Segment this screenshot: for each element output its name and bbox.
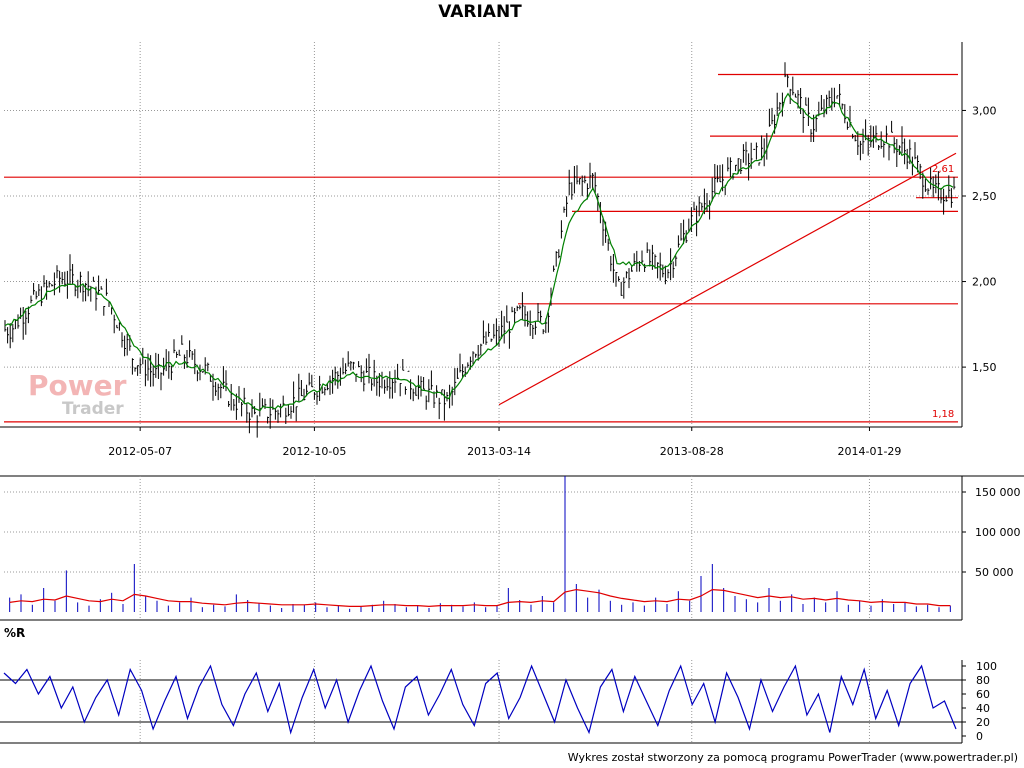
x-tick-label: 2013-08-28 [660,445,724,458]
y-tick-label: 2,00 [972,276,997,289]
watermark-power: Power [28,369,127,402]
y-tick-label: 1,50 [972,361,997,374]
volume-y-tick-label: 150 000 [975,486,1021,499]
wr-y-tick-label: 100 [976,660,997,673]
sma-line [4,92,954,412]
wr-y-tick-label: 80 [976,674,990,687]
volume-y-tick-label: 50 000 [975,566,1014,579]
x-tick-label: 2012-10-05 [282,445,346,458]
wr-panel-label: %R [4,626,25,640]
x-tick-label: 2013-03-14 [467,445,531,458]
wr-y-tick-label: 0 [976,730,983,743]
wr-y-tick-label: 20 [976,716,990,729]
annotation-label: 1,18 [932,409,954,420]
annotation-label: 2,61 [932,164,954,175]
x-tick-label: 2012-05-07 [108,445,172,458]
footer-credit: Wykres został stworzony za pomocą progra… [567,751,1018,764]
y-tick-label: 3,00 [972,104,997,117]
wr-y-tick-label: 60 [976,688,990,701]
x-tick-label: 2014-01-29 [837,445,901,458]
trend-line [498,152,957,406]
chart-title: VARIANT [438,2,522,22]
williams-r-line [3,664,957,735]
y-tick-label: 2,50 [972,190,997,203]
wr-y-tick-label: 40 [976,702,990,715]
volume-y-tick-label: 100 000 [975,526,1021,539]
watermark-trader: Trader [62,399,124,419]
volume-ma-line [9,588,951,608]
